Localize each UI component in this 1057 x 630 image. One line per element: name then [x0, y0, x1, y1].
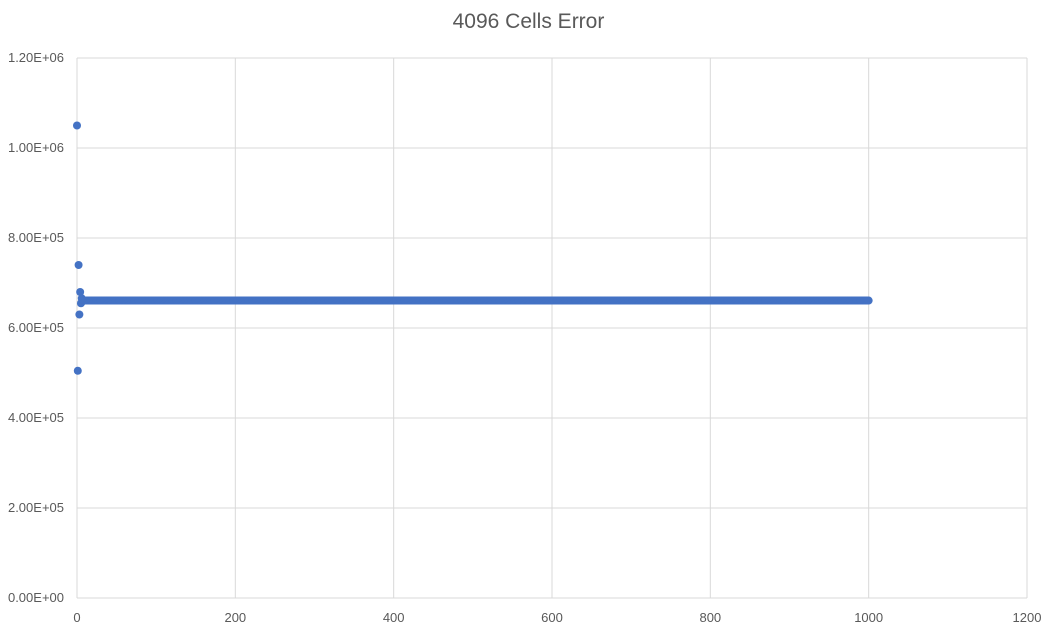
x-tick-label: 600	[541, 610, 563, 625]
y-tick-label: 8.00E+05	[8, 230, 64, 245]
data-point	[73, 366, 82, 375]
y-axis-tick-labels: 0.00E+00 2.00E+05 4.00E+05 6.00E+05 8.00E+05…	[8, 50, 64, 605]
y-tick-label: 1.20E+06	[8, 50, 64, 65]
y-tick-label: 4.00E+05	[8, 410, 64, 425]
data-point	[864, 296, 873, 305]
chart-title: 4096 Cells Error	[452, 10, 605, 33]
data-point	[75, 310, 84, 319]
x-tick-label: 200	[224, 610, 246, 625]
data-point	[74, 261, 83, 269]
x-tick-label: 0	[73, 610, 80, 625]
x-axis-tick-labels: 0 200 400 600 800 1000 1200	[73, 610, 1041, 625]
data-point	[76, 288, 85, 296]
x-tick-label: 800	[699, 610, 721, 625]
y-tick-label: 6.00E+05	[8, 320, 64, 335]
data-points	[73, 121, 873, 375]
gridlines	[76, 57, 1028, 599]
x-tick-label: 1000	[854, 610, 883, 625]
y-tick-label: 0.00E+00	[8, 590, 64, 605]
x-tick-label: 400	[383, 610, 405, 625]
data-point	[73, 121, 81, 130]
y-tick-label: 2.00E+05	[8, 500, 64, 515]
y-tick-label: 1.00E+06	[8, 140, 64, 155]
x-tick-label: 1200	[1013, 610, 1042, 625]
